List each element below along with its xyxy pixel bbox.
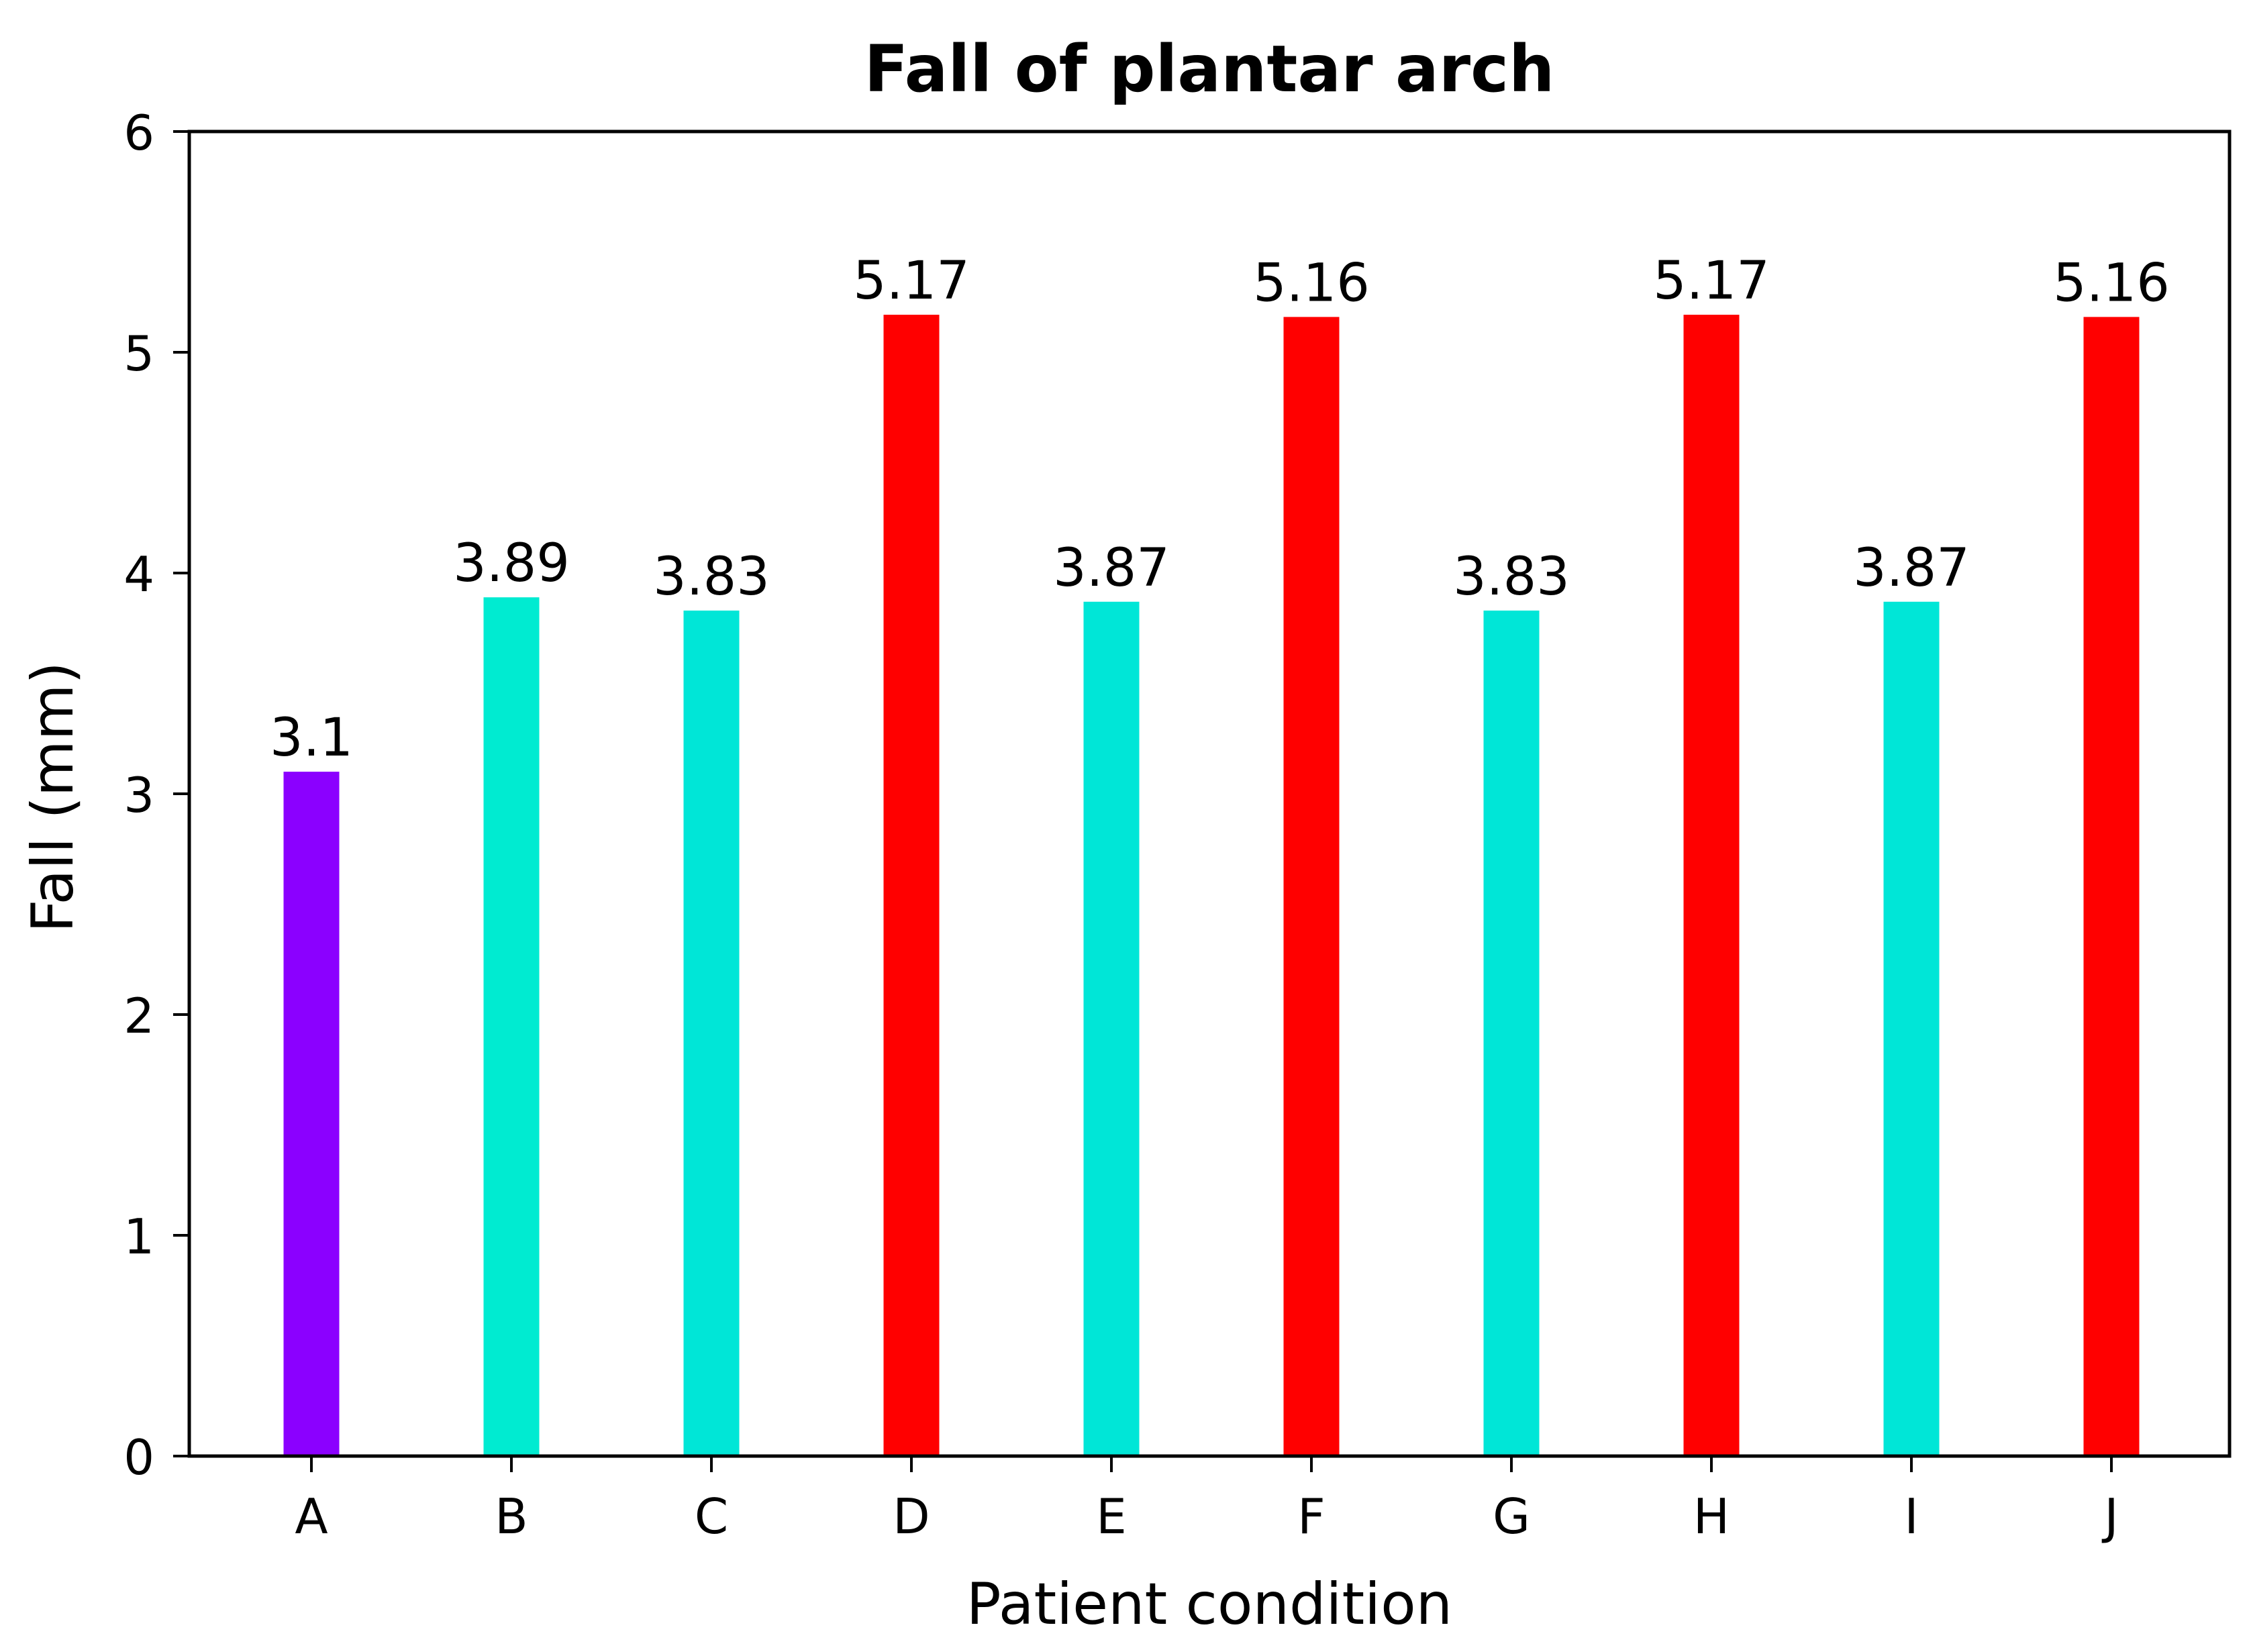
value-label-d: 5.17: [853, 251, 970, 311]
value-label-f: 5.16: [1253, 253, 1370, 313]
y-axis: 0 1 2 3 4 5 6: [123, 105, 189, 1486]
x-axis: A B C D E F G H I J: [295, 1456, 2119, 1545]
chart-title: Fall of plantar arch: [864, 32, 1555, 107]
y-tick-label-1: 1: [123, 1208, 154, 1265]
value-labels-layer: 3.1 3.89 3.83 5.17 3.87 5.16 3.83 5.17 3.87 5.16: [270, 251, 2170, 768]
y-axis-label: Fall (mm): [19, 662, 87, 933]
y-tick-label-2: 2: [123, 988, 154, 1044]
x-tick-label-f: F: [1297, 1488, 1325, 1545]
x-tick-label-a: A: [295, 1488, 328, 1545]
bar-a: [283, 772, 340, 1456]
bar-e: [1083, 601, 1140, 1456]
bar-g: [1483, 610, 1540, 1457]
bar-d: [883, 315, 940, 1456]
y-tick-label-6: 6: [123, 105, 154, 161]
x-tick-label-g: G: [1493, 1488, 1530, 1545]
value-label-c: 3.83: [653, 547, 770, 607]
bars-layer: [283, 315, 2140, 1457]
bar-j: [2083, 317, 2140, 1456]
value-label-h: 5.17: [1653, 251, 1770, 311]
x-tick-label-h: H: [1693, 1488, 1730, 1545]
bar-i: [1883, 601, 1940, 1456]
y-tick-label-4: 4: [123, 546, 154, 603]
y-tick-label-5: 5: [123, 325, 154, 382]
value-label-e: 3.87: [1053, 538, 1170, 599]
bar-h: [1683, 315, 1740, 1456]
y-tick-label-3: 3: [123, 767, 154, 823]
value-label-i: 3.87: [1853, 538, 1970, 599]
x-tick-label-d: D: [893, 1488, 930, 1545]
x-tick-label-e: E: [1096, 1488, 1127, 1545]
bar-f: [1283, 317, 1340, 1456]
value-label-a: 3.1: [270, 708, 353, 768]
bar-b: [483, 597, 540, 1457]
x-tick-label-i: I: [1904, 1488, 1918, 1545]
x-tick-label-j: J: [2101, 1488, 2118, 1545]
value-label-j: 5.16: [2053, 253, 2170, 313]
x-tick-label-b: B: [495, 1488, 528, 1545]
value-label-g: 3.83: [1453, 547, 1570, 607]
plot-frame: [187, 130, 2232, 1458]
bar-c: [683, 610, 740, 1457]
x-axis-label: Patient condition: [966, 1571, 1452, 1638]
x-tick-label-c: C: [695, 1488, 728, 1545]
y-tick-label-0: 0: [123, 1429, 154, 1486]
value-label-b: 3.89: [453, 533, 570, 594]
